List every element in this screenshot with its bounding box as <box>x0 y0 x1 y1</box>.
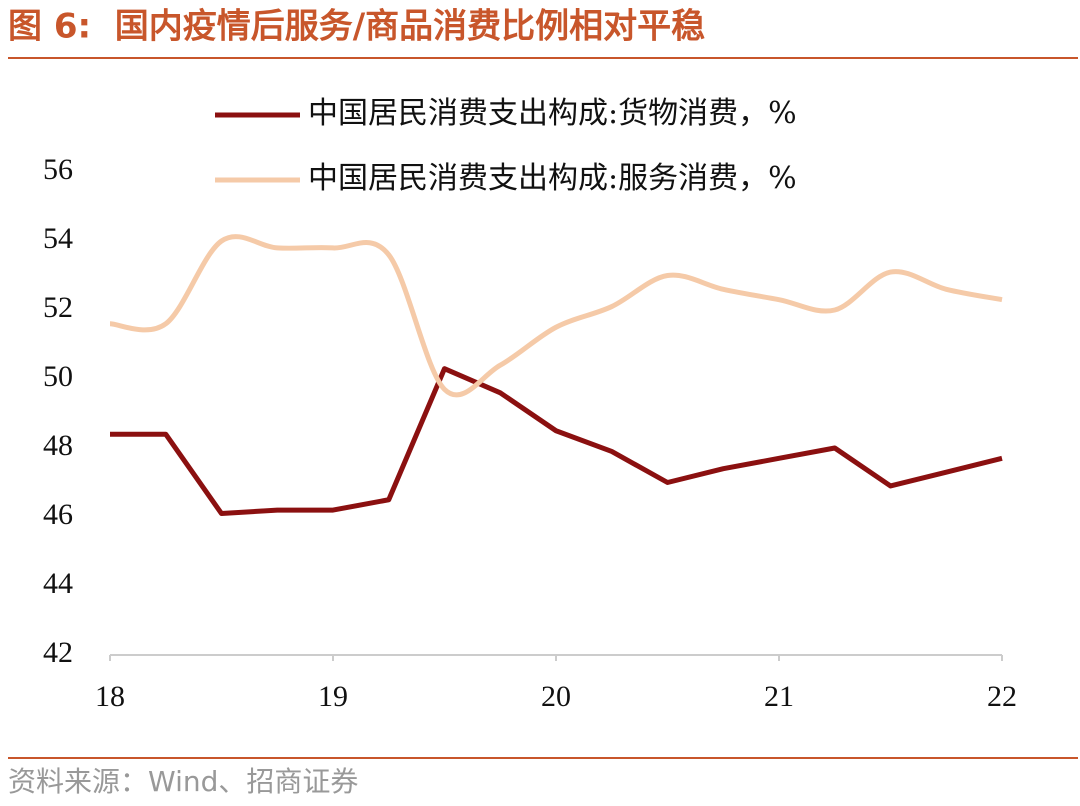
x-tick-label: 18 <box>95 680 125 713</box>
y-tick-label: 48 <box>43 429 73 462</box>
legend-label: 中国居民消费支出构成:货物消费，% <box>308 96 797 131</box>
series-line <box>109 234 1003 398</box>
y-tick-label: 46 <box>43 498 73 531</box>
y-tick-label: 42 <box>43 636 73 669</box>
y-tick-label: 54 <box>43 222 73 255</box>
chart-title: 图 6: 国内疫情后服务/商品消费比例相对平稳 <box>8 7 705 47</box>
y-tick-label: 56 <box>43 153 73 186</box>
y-tick-label: 44 <box>43 567 73 600</box>
series-line <box>110 366 1003 517</box>
source: 资料来源：Wind、招商证券 <box>8 765 358 798</box>
legend-label: 中国居民消费支出构成:服务消费，% <box>308 161 797 196</box>
x-tick-label: 21 <box>764 680 794 713</box>
y-tick-label: 52 <box>43 291 73 324</box>
x-tick-label: 19 <box>318 680 348 713</box>
x-tick-label: 22 <box>987 680 1017 713</box>
x-tick-label: 20 <box>541 680 571 713</box>
y-tick-label: 50 <box>43 360 73 393</box>
